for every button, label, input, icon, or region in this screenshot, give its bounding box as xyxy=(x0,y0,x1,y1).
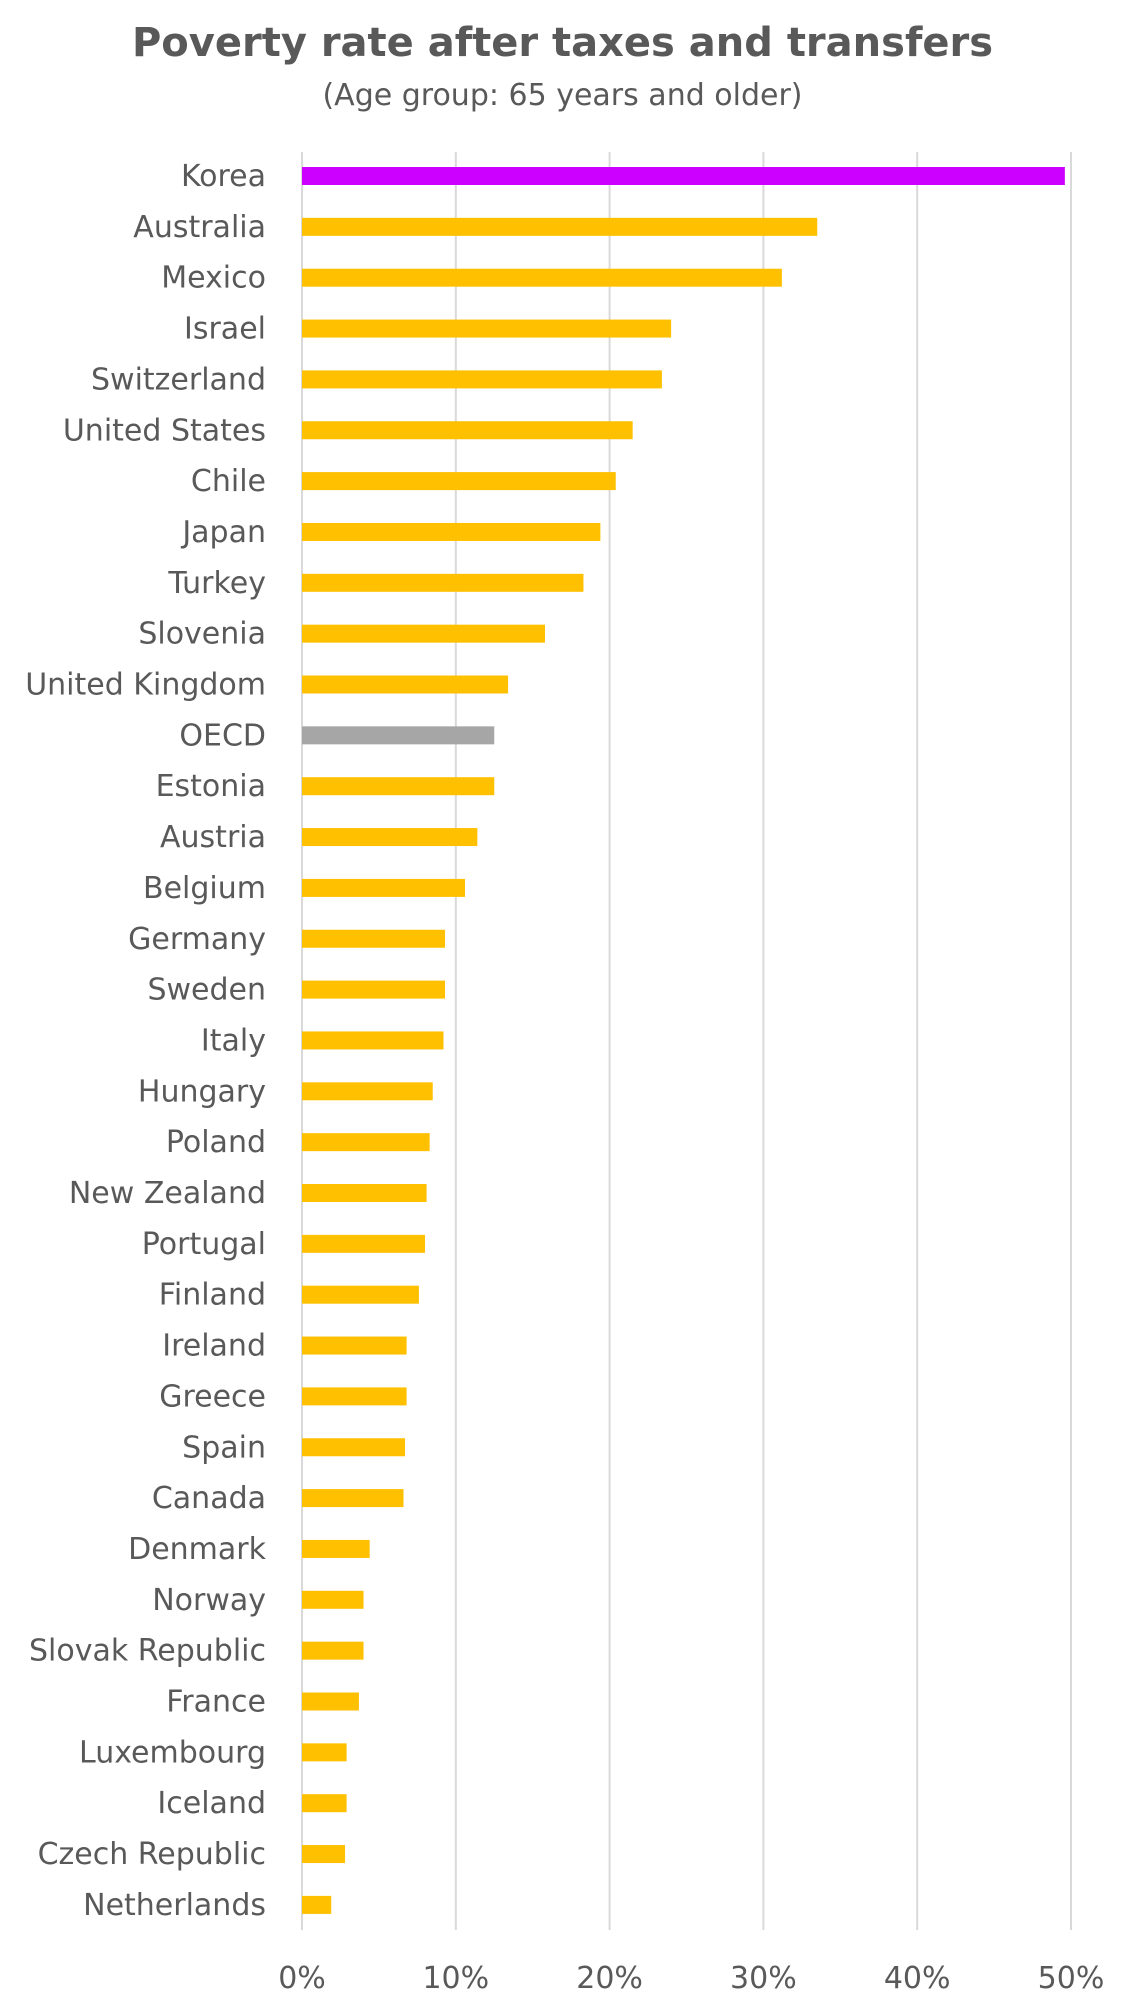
category-label: Belgium xyxy=(143,871,266,906)
category-label: Poland xyxy=(166,1125,266,1160)
category-label: Luxembourg xyxy=(79,1735,266,1770)
category-label: Chile xyxy=(191,464,266,499)
category-label: Slovak Republic xyxy=(29,1634,266,1669)
bar-sweden xyxy=(302,980,446,999)
bar-france xyxy=(302,1692,359,1711)
category-label: Japan xyxy=(180,515,266,550)
category-label: Italy xyxy=(201,1023,266,1058)
bar-austria xyxy=(302,828,478,847)
x-tick-label: 30% xyxy=(730,1961,797,1996)
bar-italy xyxy=(302,1031,444,1050)
category-labels: Korea Australia Mexico Israel Switzerland Uni… xyxy=(25,159,266,1923)
x-tick-label: 50% xyxy=(1038,1961,1105,1996)
category-label: Switzerland xyxy=(91,362,266,397)
bar-israel xyxy=(302,319,672,338)
bar-mexico xyxy=(302,268,782,287)
category-label: Iceland xyxy=(157,1786,266,1821)
bar-australia xyxy=(302,217,818,236)
category-label: Austria xyxy=(160,820,266,855)
bar-poland xyxy=(302,1133,430,1152)
category-label: Czech Republic xyxy=(38,1837,266,1872)
chart-subtitle: (Age group: 65 years and older) xyxy=(322,78,803,113)
bar-slovenia xyxy=(302,624,546,643)
bar-slovak-republic xyxy=(302,1641,364,1660)
category-label: Mexico xyxy=(161,261,266,296)
bar-norway xyxy=(302,1590,364,1609)
bar-portugal xyxy=(302,1234,426,1253)
bar-finland xyxy=(302,1285,419,1304)
bar-netherlands xyxy=(302,1895,332,1914)
bar-czech-republic xyxy=(302,1845,346,1864)
bar-chile xyxy=(302,472,616,491)
bar-japan xyxy=(302,522,601,541)
bar-spain xyxy=(302,1438,406,1457)
x-tick-label: 20% xyxy=(576,1961,643,1996)
category-label: Korea xyxy=(181,159,266,194)
category-label: Greece xyxy=(159,1379,266,1414)
bar-oecd xyxy=(302,726,495,745)
bar-united-states xyxy=(302,421,633,440)
x-tick-label: 40% xyxy=(884,1961,951,1996)
category-label: Finland xyxy=(159,1278,266,1313)
x-tick-label: 10% xyxy=(422,1961,489,1996)
bar-germany xyxy=(302,929,446,948)
chart-title: Poverty rate after taxes and transfers xyxy=(131,20,994,66)
bars xyxy=(302,167,1065,1914)
bar-luxembourg xyxy=(302,1743,347,1762)
category-label: United Kingdom xyxy=(25,668,266,703)
category-label: Germany xyxy=(128,922,266,957)
bar-korea xyxy=(302,167,1065,185)
category-label: Israel xyxy=(184,312,266,347)
category-label: Netherlands xyxy=(83,1888,266,1923)
category-label: France xyxy=(166,1685,266,1720)
category-label: Sweden xyxy=(147,973,266,1008)
bar-denmark xyxy=(302,1539,370,1558)
category-label: Turkey xyxy=(167,566,266,601)
bar-greece xyxy=(302,1387,407,1406)
bar-new-zealand xyxy=(302,1184,427,1202)
category-label: Portugal xyxy=(142,1227,266,1262)
bar-switzerland xyxy=(302,370,662,389)
bar-belgium xyxy=(302,878,466,897)
category-label: Canada xyxy=(152,1481,266,1516)
bar-canada xyxy=(302,1489,404,1508)
bar-estonia xyxy=(302,777,495,796)
category-label: Denmark xyxy=(128,1532,267,1567)
x-tick-label: 0% xyxy=(278,1961,326,1996)
category-label: OECD xyxy=(179,718,266,753)
category-label: Hungary xyxy=(138,1074,266,1109)
category-label: Ireland xyxy=(162,1329,266,1364)
bar-united-kingdom xyxy=(302,675,509,694)
category-label: Spain xyxy=(182,1430,266,1465)
bar-turkey xyxy=(302,573,584,592)
x-tick-labels: 0% 10% 20% 30% 40% 50% xyxy=(278,1961,1104,1996)
category-label: Norway xyxy=(152,1583,266,1618)
bar-iceland xyxy=(302,1794,347,1813)
category-label: Australia xyxy=(133,210,266,245)
category-label: New Zealand xyxy=(69,1176,266,1211)
bar-ireland xyxy=(302,1336,407,1355)
category-label: Estonia xyxy=(156,769,266,804)
category-label: United States xyxy=(63,413,266,448)
bar-hungary xyxy=(302,1082,433,1101)
category-label: Slovenia xyxy=(138,617,266,652)
